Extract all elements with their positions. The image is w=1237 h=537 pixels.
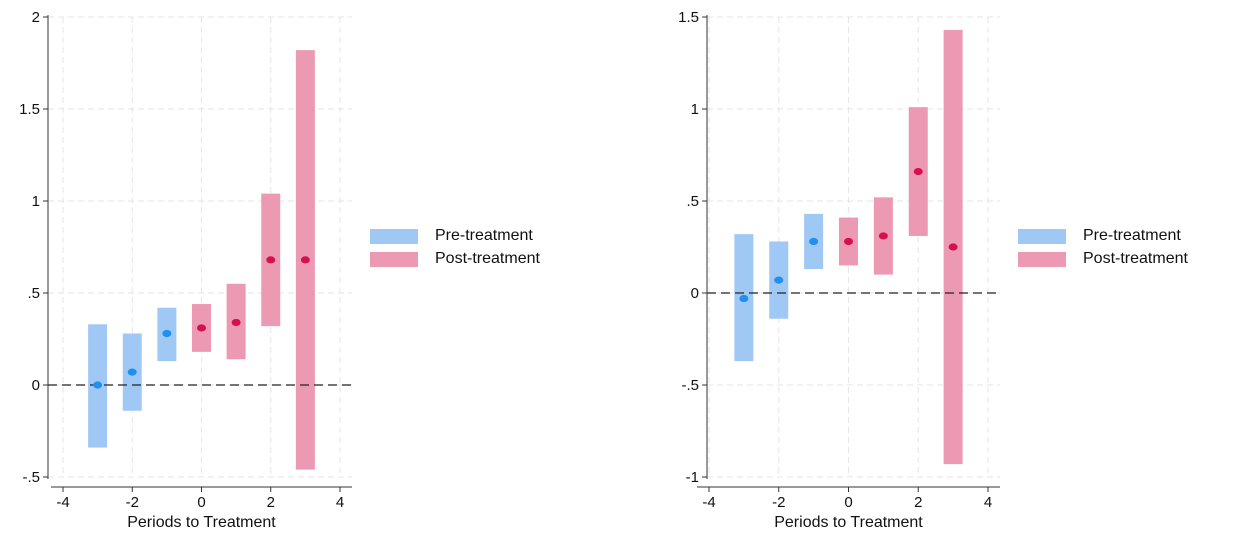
data-point (93, 381, 103, 389)
x-tick-label: -2 (126, 494, 139, 511)
data-point (739, 294, 749, 303)
x-tick-label: 4 (984, 494, 992, 511)
legend-label-pre-treatment: Pre-treatment (435, 227, 533, 244)
x-tick-label: -4 (56, 494, 69, 511)
x-axis-title: Periods to Treatment (127, 514, 276, 531)
data-point (948, 243, 958, 251)
y-tick-label: -1 (686, 469, 699, 486)
legend-item-pre-treatment: Pre-treatment (370, 227, 590, 246)
x-tick-label: -4 (702, 494, 715, 511)
legend-label-post-treatment: Post-treatment (1083, 250, 1188, 267)
legend-label-pre-treatment: Pre-treatment (1083, 227, 1181, 244)
data-point (197, 324, 206, 332)
y-tick-label: .5 (686, 193, 699, 210)
legend-swatch-pre-treatment (1018, 229, 1066, 244)
legend-item-post-treatment: Post-treatment (1018, 250, 1237, 269)
legend-item-pre-treatment: Pre-treatment (1018, 227, 1237, 246)
x-axis-title: Periods to Treatment (774, 514, 923, 531)
y-tick-label: 0 (691, 285, 699, 302)
chart-panel-right: -1 -.5 0.5 1 1.5 -4 -2 0 2 4 Periods to Treatment … (619, 0, 1237, 537)
data-point (127, 368, 137, 376)
data-point (844, 237, 853, 246)
data-point (913, 167, 923, 176)
legend-item-post-treatment: Post-treatment (370, 250, 590, 269)
y-tick-label: 1 (691, 101, 699, 118)
legend-swatch-post-treatment (1018, 252, 1066, 267)
y-tick-label: .5 (27, 285, 40, 302)
data-point (809, 237, 819, 246)
x-tick-label: 2 (914, 494, 922, 511)
y-tick-label: 1 (32, 193, 40, 210)
y-tick-label: -.5 (681, 377, 699, 394)
legend-swatch-pre-treatment (370, 229, 418, 244)
x-tick-label: 0 (844, 494, 852, 511)
chart-left: -.5 0 .5 1 1.5 2 -4 -2 0 2 4 Periods to Treatment (19, 9, 352, 531)
data-point (162, 329, 172, 338)
y-tick-label: 1.5 (678, 9, 699, 26)
data-point (774, 276, 784, 284)
data-point (878, 232, 888, 240)
y-tick-label: 0 (32, 377, 40, 394)
y-tick-label: 2 (32, 9, 40, 26)
y-tick-label: 1.5 (19, 101, 40, 118)
chart-right: -1 -.5 0 .5 1 1.5 -4 -2 0 2 4 Periods to Treatment (678, 9, 1000, 531)
data-point (266, 256, 276, 264)
x-tick-label: -2 (772, 494, 785, 511)
y-tick-label: -.5 (22, 469, 40, 486)
legend-label-post-treatment: Post-treatment (435, 250, 540, 267)
legend-swatch-post-treatment (370, 252, 418, 267)
data-point (300, 256, 310, 264)
data-point (231, 318, 241, 327)
chart-panel-left: -.5 0 .5 1 1.5 2 -4 -2 0 2 4 Periods to Treatment P… (0, 0, 618, 537)
x-tick-label: 0 (197, 494, 205, 511)
x-tick-label: 4 (336, 494, 344, 511)
x-tick-label: 2 (267, 494, 275, 511)
